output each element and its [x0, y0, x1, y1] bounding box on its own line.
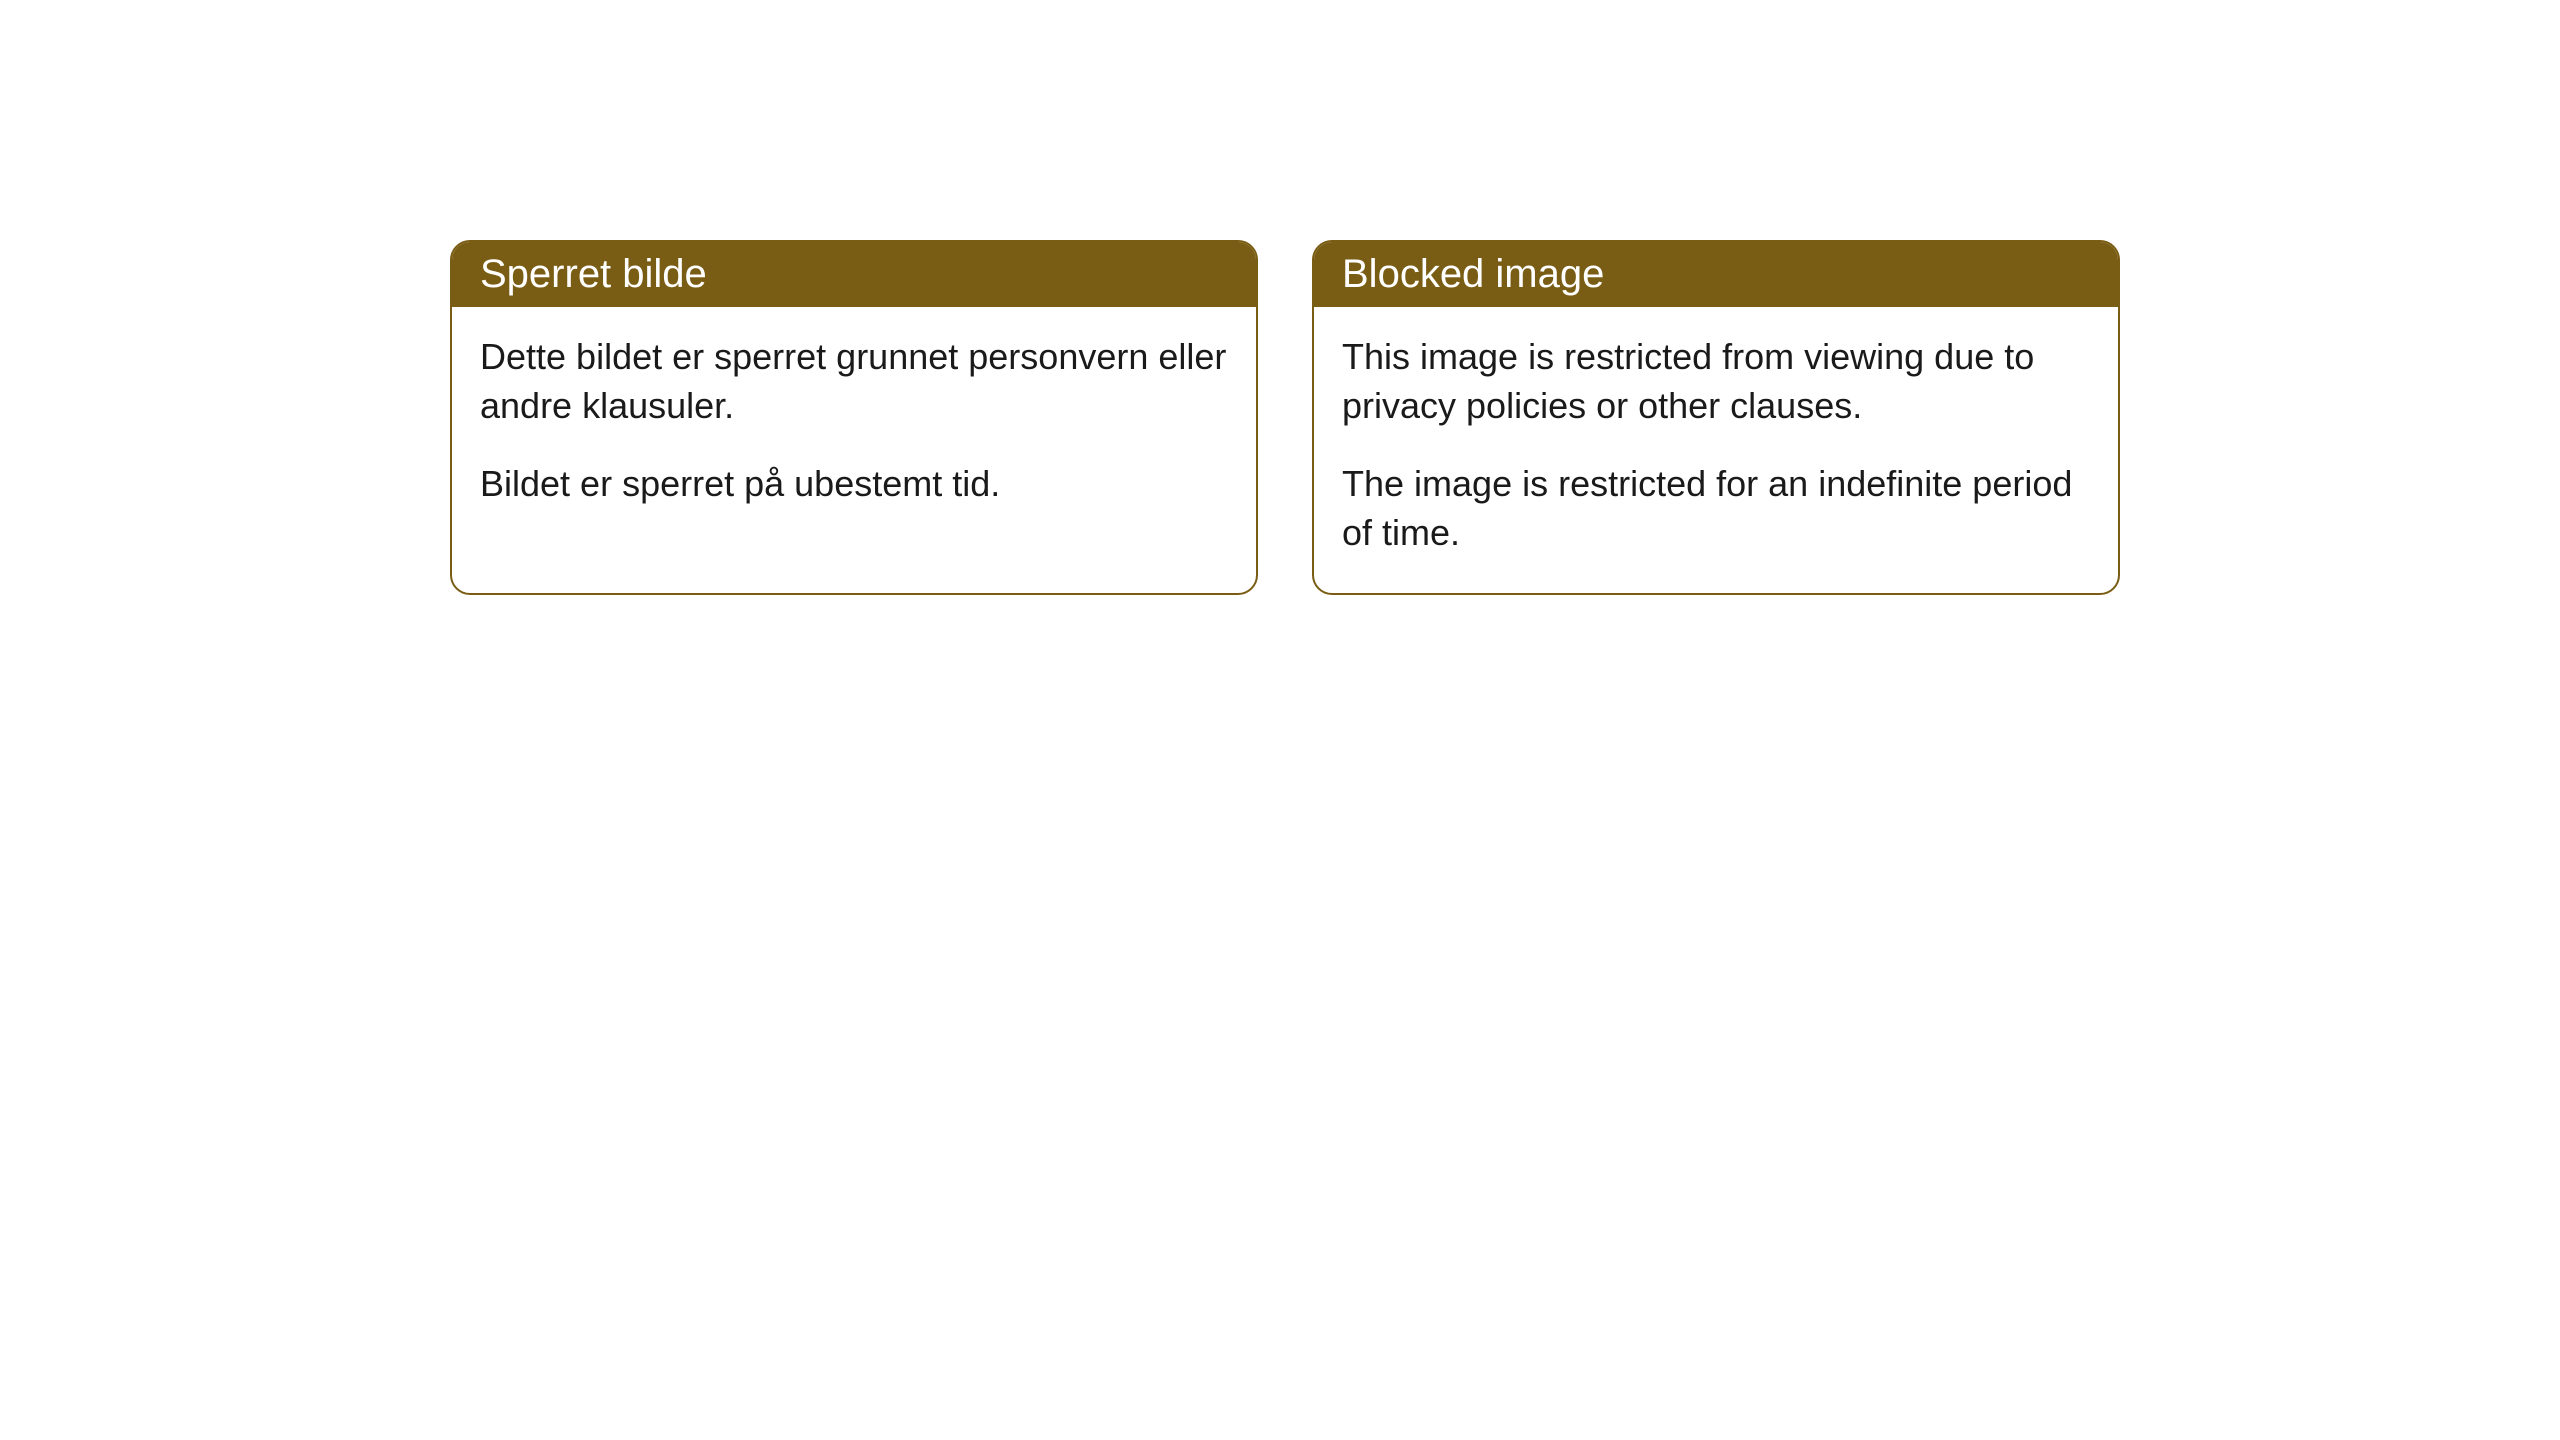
blocked-image-card-no: Sperret bilde Dette bildet er sperret gr… — [450, 240, 1258, 595]
card-paragraph-2-no: Bildet er sperret på ubestemt tid. — [480, 460, 1228, 509]
card-paragraph-1-no: Dette bildet er sperret grunnet personve… — [480, 333, 1228, 430]
card-body-no: Dette bildet er sperret grunnet personve… — [452, 307, 1256, 545]
notice-cards-container: Sperret bilde Dette bildet er sperret gr… — [450, 240, 2120, 595]
card-body-en: This image is restricted from viewing du… — [1314, 307, 2118, 593]
blocked-image-card-en: Blocked image This image is restricted f… — [1312, 240, 2120, 595]
card-paragraph-2-en: The image is restricted for an indefinit… — [1342, 460, 2090, 557]
card-header-en: Blocked image — [1314, 242, 2118, 307]
card-header-no: Sperret bilde — [452, 242, 1256, 307]
card-paragraph-1-en: This image is restricted from viewing du… — [1342, 333, 2090, 430]
